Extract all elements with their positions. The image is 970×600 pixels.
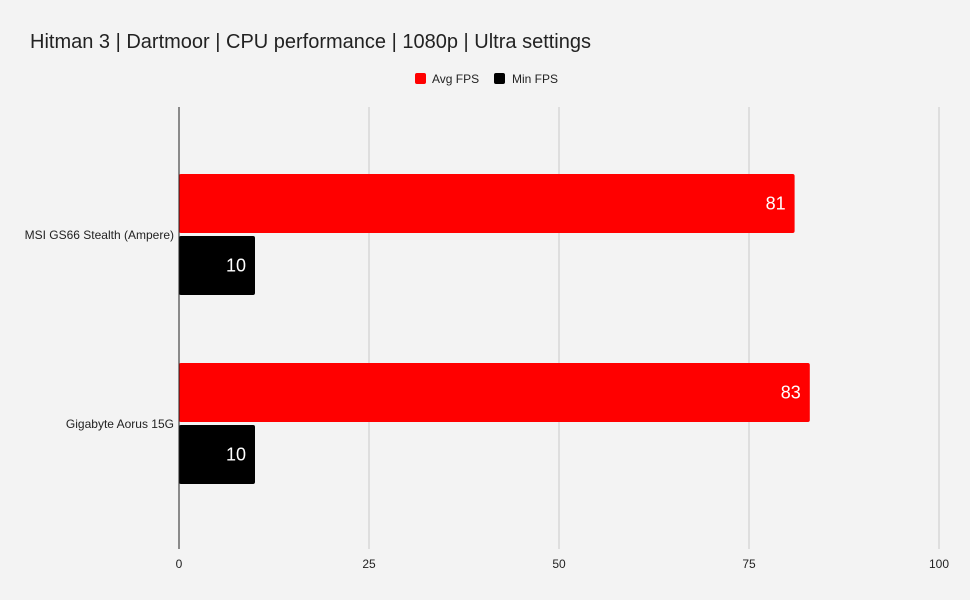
bars: 81 10 MSI GS66 Stealth (Ampere) 83 10 Gigabyt… xyxy=(25,174,810,484)
bar-2-2 xyxy=(179,425,255,484)
category-label-1: MSI GS66 Stealth (Ampere) xyxy=(25,228,174,242)
x-tick-label-75: 75 xyxy=(742,557,756,571)
category-label-2: Gigabyte Aorus 15G xyxy=(66,417,174,431)
x-tick-label-100: 100 xyxy=(929,557,949,571)
legend: Avg FPS Min FPS xyxy=(415,72,558,86)
data-label-2-2: 10 xyxy=(226,445,246,465)
data-label-1-1: 81 xyxy=(766,194,786,214)
legend-label-1: Avg FPS xyxy=(432,72,479,86)
legend-swatch-1 xyxy=(415,73,426,84)
x-tick-label-0: 0 xyxy=(176,557,183,571)
chart-title: Hitman 3 | Dartmoor | CPU performance | … xyxy=(30,31,591,53)
data-label-1-2: 10 xyxy=(226,256,246,276)
bar-1-1 xyxy=(179,174,795,233)
data-label-2-1: 83 xyxy=(781,383,801,403)
bar-1-2 xyxy=(179,236,255,295)
x-tick-label-50: 50 xyxy=(552,557,566,571)
x-tick-label-25: 25 xyxy=(362,557,376,571)
bar-2-1 xyxy=(179,363,810,422)
legend-swatch-2 xyxy=(494,73,505,84)
legend-label-2: Min FPS xyxy=(512,72,558,86)
